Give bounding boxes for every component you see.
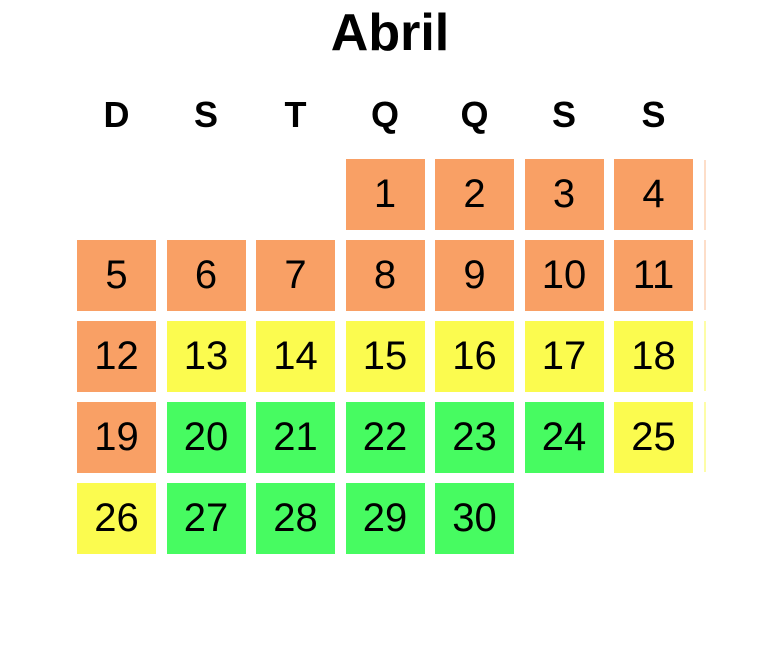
day-cell[interactable]: 25 (614, 402, 693, 473)
day-cell[interactable]: 16 (435, 321, 514, 392)
weekday-label: Q (460, 94, 489, 135)
weekday-label: S (193, 94, 218, 135)
day-cell[interactable]: 19 (77, 402, 156, 473)
day-cell[interactable]: 4 (614, 159, 693, 230)
day-cell[interactable]: 27 (166, 483, 246, 554)
page-edge-artifact (704, 402, 706, 472)
day-cell[interactable]: 12 (77, 321, 156, 392)
day-cell[interactable]: 11 (614, 240, 693, 311)
day-cell[interactable]: 1 (345, 159, 425, 230)
day-cell[interactable]: 7 (256, 240, 335, 311)
day-cell[interactable]: 21 (256, 402, 335, 473)
day-cell[interactable]: 28 (256, 483, 335, 554)
day-cell[interactable]: 18 (614, 321, 693, 392)
day-cell[interactable]: 14 (256, 321, 335, 392)
weekday-label: Q (370, 94, 399, 135)
weekday-label: S (641, 94, 666, 135)
day-cell[interactable]: 10 (524, 240, 604, 311)
page-edge-artifact (704, 240, 706, 310)
day-cell[interactable]: 17 (524, 321, 604, 392)
day-cell[interactable]: 26 (77, 483, 156, 554)
calendar-grid: 1 2 3 4 5 6 7 8 9 10 11 12 13 14 15 16 17 18 19 20 21 22 23 24 2… (77, 159, 693, 554)
day-cell[interactable]: 13 (166, 321, 246, 392)
day-cell[interactable]: 24 (524, 402, 604, 473)
weekday-label: D (103, 94, 130, 135)
day-cell[interactable]: 5 (77, 240, 156, 311)
month-title: Abril (330, 4, 450, 62)
day-cell[interactable]: 22 (345, 402, 425, 473)
day-cell[interactable]: 3 (524, 159, 604, 230)
day-cell[interactable]: 9 (435, 240, 514, 311)
day-cell[interactable]: 23 (435, 402, 514, 473)
day-cell[interactable]: 20 (166, 402, 246, 473)
day-cell[interactable]: 29 (345, 483, 425, 554)
day-cell[interactable]: 8 (345, 240, 425, 311)
day-cell[interactable]: 30 (435, 483, 514, 554)
weekday-label: T (284, 94, 307, 135)
day-cell[interactable]: 2 (435, 159, 514, 230)
day-cell[interactable]: 6 (166, 240, 246, 311)
page-edge-artifact (704, 321, 706, 391)
day-cell[interactable]: 15 (345, 321, 425, 392)
weekday-label: S (551, 94, 576, 135)
page-edge-artifact (704, 160, 706, 230)
